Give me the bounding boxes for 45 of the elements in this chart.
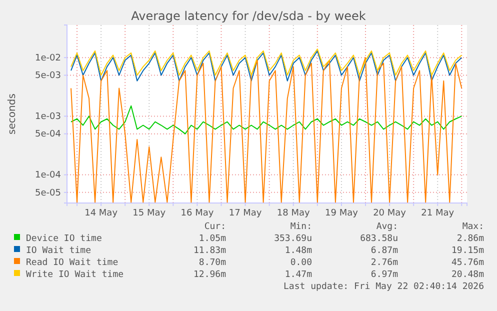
x-tick-label: 15 May — [132, 208, 166, 218]
text: 19.15m — [451, 246, 484, 256]
chart-title: Average latency for /dev/sda - by week — [131, 9, 366, 23]
text: 6.87m — [370, 246, 398, 256]
text: Min: — [290, 222, 312, 232]
text: 45.76m — [451, 258, 484, 268]
legend-label: Device IO time — [26, 234, 102, 244]
x-tick-label: 20 May — [373, 208, 407, 218]
y-tick-label: 5e-04 — [35, 130, 62, 140]
line-series — [70, 57, 462, 203]
text: 2.86m — [456, 234, 484, 244]
line-series — [70, 48, 462, 76]
x-tick-label: 19 May — [324, 208, 359, 218]
y-axis-title: seconds — [7, 94, 18, 134]
text: 8.70m — [198, 258, 226, 268]
text: 20.48m — [451, 270, 484, 280]
line-series — [70, 50, 462, 82]
text: 683.58u — [360, 234, 398, 244]
x-tick-label: 17 May — [228, 208, 262, 218]
x-tick-label: 18 May — [276, 208, 311, 218]
x-tick-label: 21 May — [421, 208, 455, 218]
y-tick-label: 1e-04 — [35, 170, 62, 181]
text: 353.69u — [274, 234, 312, 244]
text: 1.47m — [284, 270, 312, 280]
text: 12.96m — [193, 270, 226, 280]
text: Avg: — [376, 222, 398, 232]
x-tick-label: 16 May — [180, 208, 214, 218]
x-tick-label: 14 May — [84, 208, 118, 218]
legend-label: IO Wait time — [26, 246, 92, 256]
text: 6.97m — [370, 270, 398, 280]
legend-label: Write IO Wait time — [26, 270, 124, 280]
y-tick-label: 1e-03 — [35, 112, 61, 122]
text: 1.05m — [198, 234, 226, 244]
y-tick-label: 5e-05 — [35, 188, 61, 198]
line-series — [70, 105, 462, 134]
text: 0.00 — [290, 258, 312, 268]
text: Cur: — [204, 222, 226, 232]
y-tick-label: 5e-03 — [35, 71, 61, 82]
text: Last update: Fri May 22 02:40:14 2026 — [284, 282, 484, 292]
text: 1.48m — [284, 246, 312, 256]
legend-label: Read IO Wait time — [26, 258, 118, 268]
text: 2.76m — [370, 258, 398, 268]
text: 11.83m — [193, 246, 226, 256]
y-tick-label: 1e-02 — [35, 53, 61, 64]
text: Max: — [462, 222, 484, 232]
